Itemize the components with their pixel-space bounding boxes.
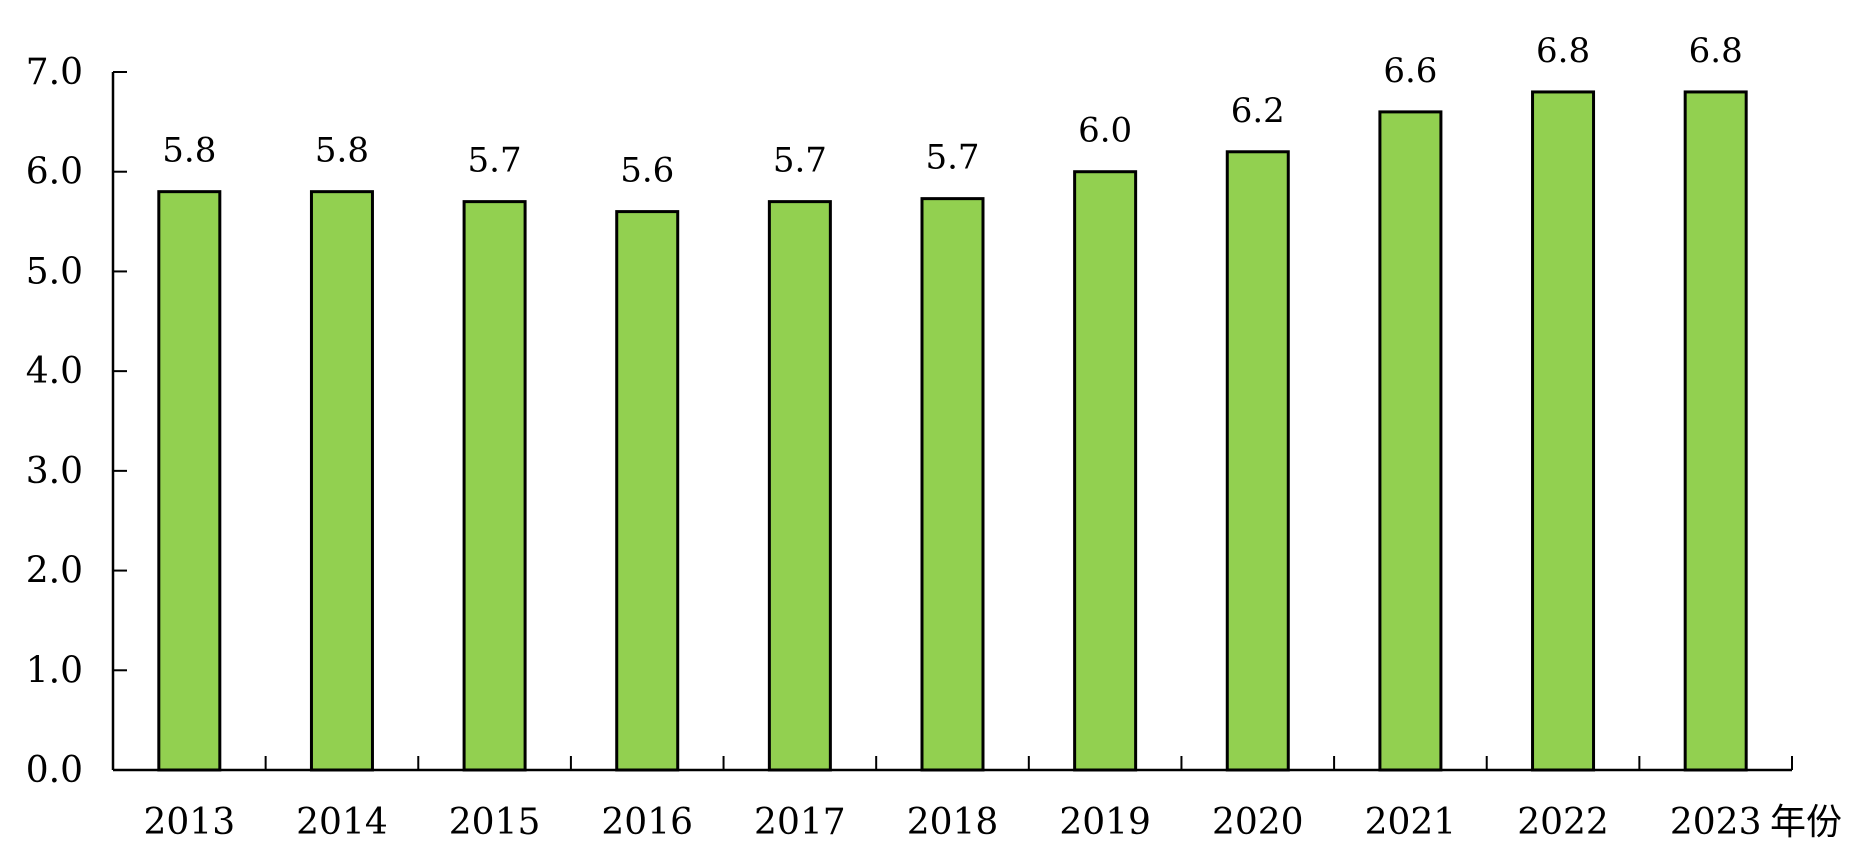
data-label: 5.6 (620, 151, 674, 191)
bar (1073, 170, 1138, 772)
data-label: 6.8 (1689, 31, 1743, 71)
data-label: 6.2 (1231, 91, 1285, 131)
data-label: 5.7 (925, 138, 979, 178)
bar (1225, 150, 1290, 772)
bars (157, 90, 1748, 772)
data-labels: 5.8 5.8 5.7 5.6 5.7 5.7 6.0 6.2 6.6 6.8 6.8 (162, 31, 1742, 191)
x-axis-ticks (264, 756, 1793, 770)
x-category-label: 2022 (1517, 802, 1609, 843)
x-category-label: 2019 (1059, 802, 1151, 843)
x-category-label: 2020 (1212, 802, 1304, 843)
data-label: 5.7 (468, 141, 522, 181)
data-label: 5.8 (162, 131, 216, 171)
data-label: 6.8 (1536, 31, 1590, 71)
bar (1531, 90, 1596, 772)
bar (920, 197, 985, 772)
data-label: 6.6 (1383, 51, 1437, 91)
x-category-label: 2016 (601, 802, 693, 843)
bar (767, 200, 832, 772)
x-category-label: 2013 (144, 802, 236, 843)
y-tick-label: 5.0 (26, 251, 83, 292)
bar (615, 210, 680, 772)
x-axis-category-labels: 2013 2014 2015 2016 2017 2018 2019 2020 2021 2022… (144, 802, 1762, 843)
y-tick-label: 6.0 (26, 152, 83, 193)
x-category-label: 2015 (449, 802, 541, 843)
x-category-label: 2021 (1365, 802, 1457, 843)
data-label: 5.7 (773, 141, 827, 181)
y-axis-ticks: 0.0 1.0 2.0 3.0 4.0 5.0 6.0 7.0 (26, 52, 127, 791)
y-tick-label: 3.0 (26, 451, 83, 492)
bar (309, 190, 374, 772)
y-tick-label: 1.0 (26, 650, 83, 691)
bar (157, 190, 222, 772)
x-category-label: 2014 (296, 802, 388, 843)
data-label: 6.0 (1078, 111, 1132, 151)
x-category-label: 2023 (1670, 802, 1762, 843)
data-label: 5.8 (315, 131, 369, 171)
y-tick-label: 2.0 (26, 551, 83, 592)
y-tick-label: 7.0 (26, 52, 83, 93)
y-tick-label: 4.0 (26, 351, 83, 392)
bar (1683, 90, 1748, 772)
x-category-label: 2018 (907, 802, 999, 843)
x-category-label: 2017 (754, 802, 846, 843)
bar (1378, 110, 1443, 772)
y-tick-label: 0.0 (26, 750, 83, 791)
bar (462, 200, 527, 772)
x-axis-unit-label: 年份 (1770, 802, 1842, 843)
